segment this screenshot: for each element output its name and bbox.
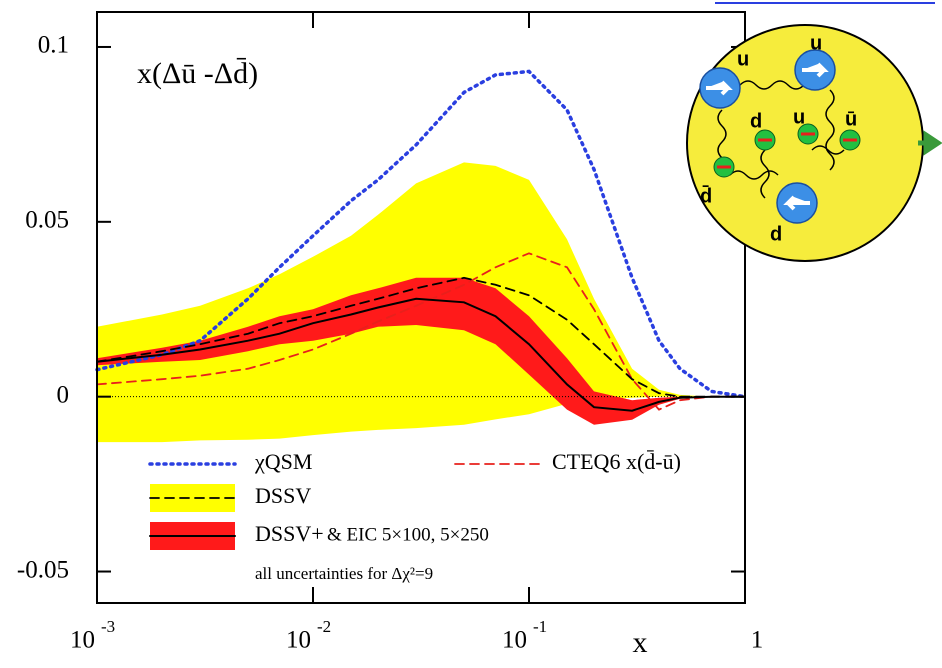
quark-label: ū	[845, 108, 857, 130]
legend-label: DSSV	[255, 483, 311, 508]
x-tick-label: 1	[751, 627, 764, 654]
gluon	[811, 145, 845, 155]
series-line	[96, 297, 746, 412]
y-tick-label: 0.1	[38, 32, 69, 59]
x-tick-exponent: -1	[533, 617, 547, 636]
legend-label: CTEQ6 x(d̄-ū)	[552, 449, 681, 474]
gluon	[825, 89, 835, 171]
quark-label: u	[810, 32, 822, 54]
quark-label: u	[737, 48, 749, 70]
inset: u u d u ū d̄ d	[686, 24, 942, 262]
legend-label: DSSV+	[255, 521, 324, 546]
legend-footnote: all uncertainties for Δχ²=9	[255, 564, 433, 583]
series-line	[95, 69, 747, 399]
quark-label: d	[770, 223, 782, 245]
y-tick-label: 0.05	[25, 207, 69, 234]
arrow	[918, 130, 942, 156]
spin-arrow	[802, 62, 829, 78]
x-tick-label: 10	[70, 627, 95, 654]
x-tick-exponent: -3	[101, 617, 115, 636]
band	[97, 277, 745, 425]
plot-frame	[96, 11, 746, 604]
legend-note: & EIC 5×100, 5×250	[327, 524, 489, 545]
gluon	[760, 149, 770, 199]
x-tick-label: 10	[286, 627, 311, 654]
series-line	[96, 276, 746, 398]
x-tick-label: 10	[502, 627, 527, 654]
x-tick-exponent: -2	[317, 617, 331, 636]
quark-label: d̄	[700, 185, 712, 207]
x-axis-label: x	[633, 626, 648, 659]
y-tick-label: 0	[57, 381, 70, 408]
gluon	[739, 80, 805, 90]
gluon	[729, 170, 779, 180]
quark-label: u	[793, 106, 805, 128]
spin-arrow	[706, 80, 733, 96]
plot-area: -0.05 0 0.05 0.1 10 -3 10 -2 10 -1 1 χQSM CTEQ6 x(d̄…	[17, 11, 764, 654]
quark-label: d	[750, 110, 762, 132]
legend-swatch	[150, 484, 235, 512]
legend-label: χQSM	[254, 449, 312, 474]
spin-arrow	[783, 195, 810, 211]
annotation: x(Δū -Δd̄)	[137, 57, 258, 90]
series-line	[96, 252, 746, 411]
y-tick-label: -0.05	[17, 556, 69, 583]
